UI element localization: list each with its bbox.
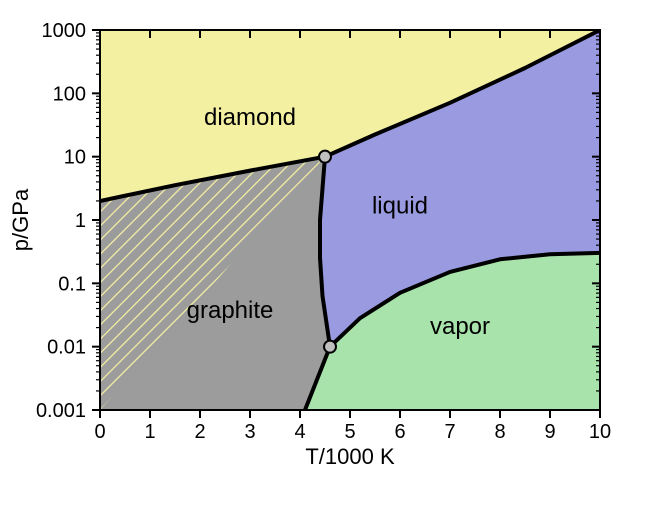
label-graphite: graphite (187, 297, 274, 324)
x-axis-label: T/1000 K (305, 444, 395, 469)
y-axis-label: p/GPa (8, 188, 33, 251)
x-tick-label: 3 (244, 421, 255, 443)
x-tick-label: 4 (294, 421, 305, 443)
triple-point-1 (324, 341, 336, 353)
y-tick-label: 0.001 (36, 400, 86, 422)
x-tick-label: 6 (394, 421, 405, 443)
x-tick-label: 8 (494, 421, 505, 443)
y-tick-label: 0.01 (47, 337, 86, 359)
y-tick-label: 100 (53, 83, 86, 105)
y-tick-label: 1 (75, 210, 86, 232)
triple-point-0 (319, 151, 331, 163)
x-tick-label: 2 (194, 421, 205, 443)
y-tick-label: 0.1 (58, 273, 86, 295)
phase-diagram: diamond liquid vapor graphite 0 1 2 3 4 5 6 7 8 9 10 0.… (0, 0, 672, 509)
x-tick-label: 0 (94, 421, 105, 443)
label-vapor: vapor (430, 313, 490, 340)
y-tick-label: 10 (64, 147, 86, 169)
x-tick-label: 10 (589, 421, 611, 443)
x-tick-label: 5 (344, 421, 355, 443)
x-tick-label: 1 (144, 421, 155, 443)
label-diamond: diamond (204, 104, 296, 131)
x-tick-label: 7 (444, 421, 455, 443)
label-liquid: liquid (372, 193, 428, 220)
x-tick-label: 9 (544, 421, 555, 443)
y-tick-label: 1000 (42, 20, 87, 42)
